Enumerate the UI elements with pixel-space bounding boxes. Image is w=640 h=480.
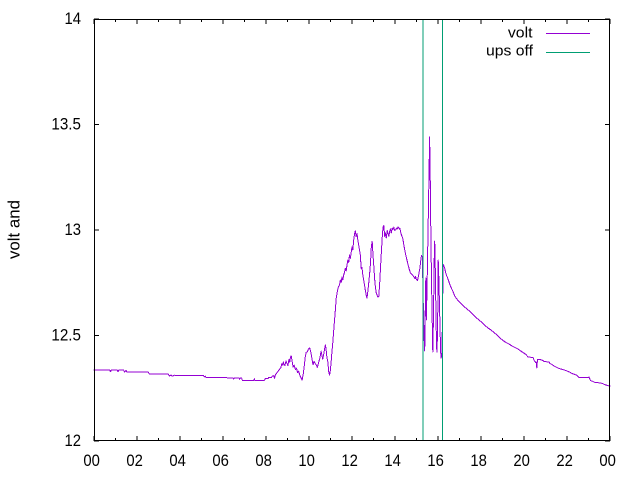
svg-text:18: 18 (470, 452, 487, 470)
svg-text:volt and: volt and (5, 200, 24, 259)
svg-text:14: 14 (384, 452, 401, 470)
svg-text:20: 20 (513, 452, 530, 470)
svg-text:13.5: 13.5 (51, 116, 81, 134)
svg-text:08: 08 (255, 452, 272, 470)
svg-text:16: 16 (427, 452, 444, 470)
svg-text:12.5: 12.5 (51, 327, 81, 345)
svg-text:ups off: ups off (486, 43, 534, 60)
svg-text:02: 02 (126, 452, 143, 470)
svg-text:13: 13 (65, 221, 82, 239)
svg-text:00: 00 (599, 452, 616, 470)
svg-text:06: 06 (212, 452, 229, 470)
svg-text:00: 00 (83, 452, 100, 470)
svg-text:10: 10 (298, 452, 315, 470)
svg-text:14: 14 (65, 10, 82, 28)
svg-text:12: 12 (341, 452, 358, 470)
svg-text:12: 12 (65, 432, 82, 450)
svg-text:volt: volt (508, 25, 533, 42)
svg-text:22: 22 (556, 452, 573, 470)
svg-text:04: 04 (169, 452, 186, 470)
